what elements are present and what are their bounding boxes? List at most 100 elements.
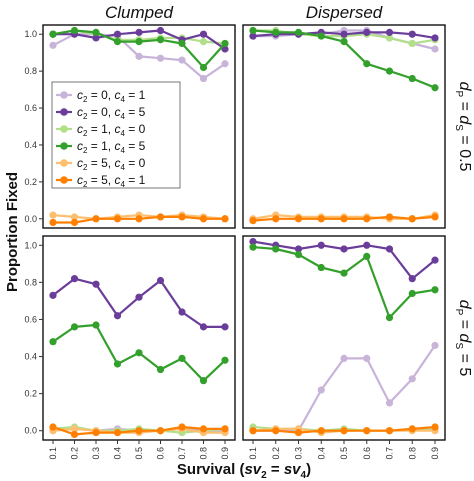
data-point-r0-c1-s5-1	[272, 215, 280, 223]
data-point-r0-c0-s0-8	[221, 60, 229, 68]
data-point-r1-c0-s5-7	[199, 425, 208, 433]
legend-entry-5: c2 = 5, c4 = 1	[77, 173, 146, 189]
data-point-r1-c0-s1-3	[113, 312, 122, 320]
data-point-r0-c0-s5-8	[221, 215, 229, 223]
data-point-r1-c0-s5-0	[49, 423, 57, 431]
data-point-r0-c1-s5-3	[317, 215, 325, 223]
data-point-r1-c0-s1-4	[135, 293, 143, 301]
data-point-r0-c0-s3-8	[221, 39, 229, 48]
data-point-r1-c1-s1-6	[385, 245, 394, 253]
data-point-r1-c1-s3-1	[272, 245, 280, 253]
legend-entry-2: c2 = 1, c4 = 0	[77, 122, 146, 138]
panel-frame-r0-c0	[42, 24, 236, 229]
x-tick-label-c1-5: 0.6	[362, 447, 372, 460]
data-point-r0-c0-s1-7	[199, 30, 208, 38]
y-tick-label-r0-2: 0.4	[24, 140, 37, 150]
data-point-r1-c1-s5-8	[431, 423, 439, 431]
x-tick-label-c1-7: 0.8	[407, 447, 417, 460]
legend-entry-3: c2 = 1, c4 = 5	[77, 139, 146, 155]
series-line-r1-c1-s3	[252, 246, 436, 319]
data-point-r1-c0-s3-0	[49, 338, 57, 346]
data-point-r1-c0-s3-7	[199, 377, 208, 385]
data-point-r0-c0-s1-8	[221, 45, 229, 53]
data-point-r0-c1-s5-4	[340, 215, 348, 223]
data-point-r0-c0-s1-5	[156, 26, 165, 35]
data-point-r1-c0-s5-4	[135, 427, 143, 435]
legend: c2 = 0, c4 = 1c2 = 0, c4 = 5c2 = 1, c4 =…	[51, 81, 181, 189]
data-point-r0-c0-s0-7	[199, 74, 208, 83]
data-point-r1-c0-s5-5	[156, 427, 165, 435]
data-point-r1-c0-s5-6	[178, 423, 186, 431]
data-point-r1-c0-s5-2	[92, 428, 100, 437]
data-point-r0-c0-s5-7	[199, 215, 208, 223]
x-tick-label-c1-6: 0.7	[385, 447, 395, 460]
panel-frame-r0-c1	[242, 24, 446, 229]
data-point-r0-c0-s4-1	[70, 213, 79, 221]
data-point-r0-c1-s5-7	[408, 215, 416, 223]
x-tick-label-c1-4: 0.5	[339, 447, 349, 460]
data-point-r0-c1-s2-6	[385, 34, 394, 42]
data-point-r0-c0-s2-7	[199, 38, 208, 46]
y-tick-label-r1-0: 0.0	[24, 426, 37, 436]
data-point-r1-c0-s3-3	[113, 360, 122, 368]
data-point-r0-c1-s3-8	[431, 84, 439, 92]
data-point-r0-c1-s5-6	[385, 213, 394, 221]
legend-marker-0	[60, 91, 68, 99]
y-tick-label-r0-1: 0.2	[24, 177, 37, 187]
x-tick-label-c0-1: 0.2	[70, 447, 80, 460]
data-point-r0-c0-s5-1	[70, 218, 79, 227]
data-point-r0-c0-s3-2	[92, 28, 100, 36]
data-point-r1-c1-s1-5	[363, 241, 371, 249]
data-point-r1-c0-s1-7	[199, 323, 208, 331]
data-point-r1-c1-s0-3	[317, 386, 325, 394]
y-tick-label-r1-1: 0.2	[24, 389, 37, 399]
data-point-r1-c1-s3-4	[340, 269, 348, 277]
panel-frame-r1-c0	[42, 235, 236, 441]
data-point-r1-c1-s3-0	[249, 243, 257, 251]
panel-r1-c1	[249, 237, 439, 437]
data-point-r1-c0-s3-2	[92, 321, 100, 329]
data-point-r1-c1-s1-7	[408, 275, 416, 283]
x-tick-label-c0-8: 0.9	[220, 447, 230, 460]
y-tick-label-r1-5: 1.0	[24, 240, 37, 250]
x-tick-label-c0-4: 0.5	[134, 447, 144, 460]
data-point-r1-c1-s1-3	[317, 241, 325, 249]
data-point-r0-c0-s5-2	[92, 215, 100, 223]
y-tick-label-r0-0: 0.0	[24, 214, 37, 224]
legend-marker-1	[60, 108, 68, 116]
legend-marker-3	[60, 142, 68, 150]
x-tick-label-c0-6: 0.7	[177, 447, 187, 460]
data-point-r1-c1-s0-7	[408, 375, 416, 383]
data-point-r0-c0-s1-4	[135, 28, 143, 36]
y-tick-label-r1-3: 0.6	[24, 314, 37, 324]
y-tick-label-r0-5: 1.0	[24, 29, 37, 39]
y-tick-label-r0-4: 0.8	[24, 66, 37, 76]
x-tick-label-c1-0: 0.1	[248, 447, 258, 460]
data-point-r0-c0-s5-4	[135, 215, 143, 223]
data-point-r0-c0-s0-0	[49, 41, 57, 49]
series-line-r1-c0-s1	[52, 277, 225, 328]
data-point-r0-c0-s5-6	[178, 213, 186, 221]
data-point-r1-c0-s1-1	[70, 275, 79, 283]
data-point-r0-c1-s3-1	[272, 28, 280, 36]
data-point-r0-c1-s1-5	[363, 28, 371, 36]
data-point-r1-c0-s5-1	[70, 430, 79, 439]
data-point-r1-c0-s3-8	[221, 356, 229, 364]
data-point-r1-c0-s4-1	[70, 425, 79, 433]
legend-entry-1: c2 = 0, c4 = 5	[77, 105, 146, 121]
y-tick-label-r1-2: 0.4	[24, 352, 37, 362]
y-tick-label-r0-3: 0.6	[24, 103, 37, 113]
data-point-r1-c1-s5-7	[408, 425, 416, 433]
data-point-r0-c1-s5-8	[431, 213, 439, 221]
data-point-r0-c1-s3-4	[340, 38, 348, 46]
data-point-r1-c1-s5-2	[294, 428, 303, 437]
data-point-r0-c1-s3-7	[408, 74, 416, 83]
data-point-r0-c1-s5-0	[249, 217, 257, 225]
data-point-r1-c1-s3-2	[294, 250, 303, 259]
data-point-r0-c0-s5-5	[156, 213, 165, 221]
data-point-r0-c1-s3-6	[385, 67, 394, 75]
x-tick-label-c1-2: 0.3	[294, 447, 304, 460]
data-point-r0-c0-s3-3	[113, 38, 122, 46]
data-point-r0-c1-s2-7	[408, 39, 416, 48]
data-point-r1-c0-s1-6	[178, 308, 186, 316]
